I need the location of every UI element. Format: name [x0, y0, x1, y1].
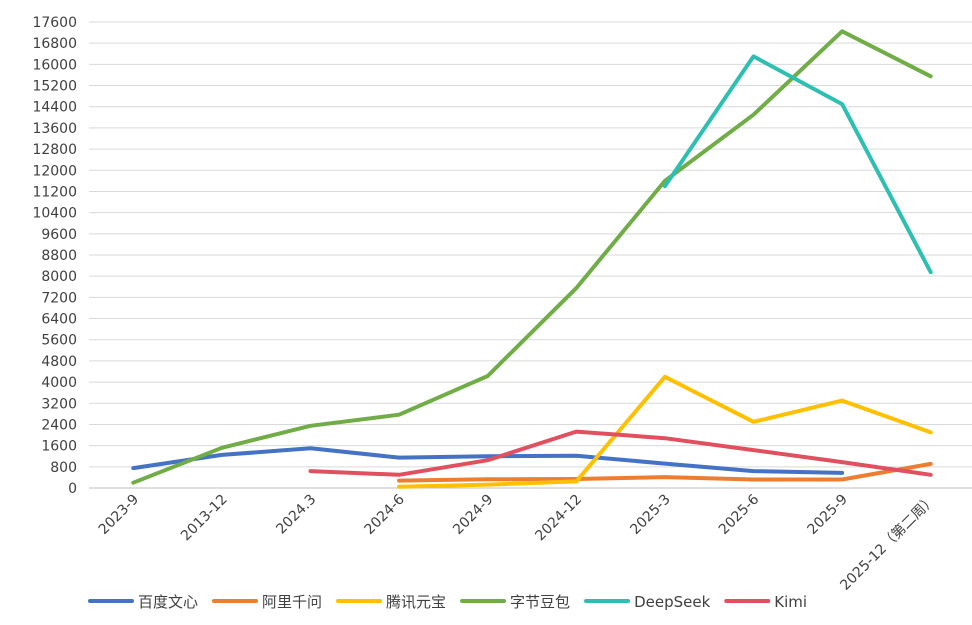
series-lines: [131, 29, 933, 489]
legend: 百度文心 阿里千问 腾讯元宝 字节豆包 DeepSeek Kimi: [88, 593, 807, 611]
y-tick-label: 12000: [32, 163, 77, 179]
x-tick-label: 2025-12（第二周）: [837, 491, 940, 594]
legend-label: Kimi: [774, 593, 807, 611]
series-line-5: [308, 429, 933, 477]
legend-label: 百度文心: [138, 593, 198, 611]
y-tick-label: 1600: [41, 439, 77, 455]
y-tick-label: 10400: [32, 206, 77, 222]
y-tick-label: 5600: [41, 333, 77, 349]
y-tick-label: 16000: [32, 57, 77, 73]
x-tick-label: 2024-12: [532, 492, 585, 545]
y-tick-label: 8800: [41, 248, 77, 264]
y-tick-label: 12800: [32, 142, 77, 158]
y-tick-label: 13600: [32, 121, 77, 137]
x-tick-label: 2024-6: [362, 491, 408, 537]
y-tick-label: 4800: [41, 354, 77, 370]
x-tick-label: 2025-3: [627, 492, 673, 538]
y-tick-label: 15200: [32, 79, 77, 95]
legend-label: 腾讯元宝: [386, 593, 446, 611]
x-tick-label: 2025-6: [716, 491, 762, 537]
series-line-2: [397, 374, 933, 489]
y-tick-label: 800: [50, 460, 77, 476]
y-tick-label: 11200: [32, 184, 77, 200]
y-tick-label: 0: [68, 481, 77, 497]
series-line-3: [131, 29, 933, 485]
legend-item: Kimi: [724, 593, 807, 611]
y-axis: 0 800 1600 2400 3200 4000 4800 5600 6400 7200 8000…: [32, 15, 77, 497]
x-tick-label: 2013-12: [178, 492, 231, 545]
legend-item: 阿里千问: [212, 593, 322, 611]
x-axis: 2023-9 2013-12 2024.3 2024-6 2024-9 2024-12 20…: [96, 491, 940, 594]
x-tick-label: 2025-9: [805, 492, 851, 538]
y-tick-label: 3200: [41, 396, 77, 412]
y-tick-label: 16800: [32, 36, 77, 52]
legend-label: DeepSeek: [634, 593, 711, 611]
y-tick-label: 9600: [41, 227, 77, 243]
y-tick-label: 8000: [41, 269, 77, 285]
series-line-4: [662, 54, 933, 275]
y-tick-label: 14400: [32, 100, 77, 116]
legend-label: 阿里千问: [262, 593, 322, 611]
y-tick-label: 6400: [41, 312, 77, 328]
x-tick-label: 2024.3: [273, 492, 319, 538]
gridlines: [89, 21, 972, 489]
legend-item: DeepSeek: [584, 593, 711, 611]
series-line-1: [397, 461, 933, 483]
x-tick-label: 2024-9: [450, 492, 496, 538]
legend-item: 字节豆包: [460, 593, 570, 611]
x-tick-label: 2023-9: [96, 492, 142, 538]
series-line-0: [131, 446, 845, 475]
y-tick-label: 17600: [32, 15, 77, 31]
legend-label: 字节豆包: [510, 593, 570, 611]
y-tick-label: 7200: [41, 290, 77, 306]
y-tick-label: 2400: [41, 417, 77, 433]
y-tick-label: 4000: [41, 375, 77, 391]
legend-item: 腾讯元宝: [336, 593, 446, 611]
legend-item: 百度文心: [88, 593, 198, 611]
